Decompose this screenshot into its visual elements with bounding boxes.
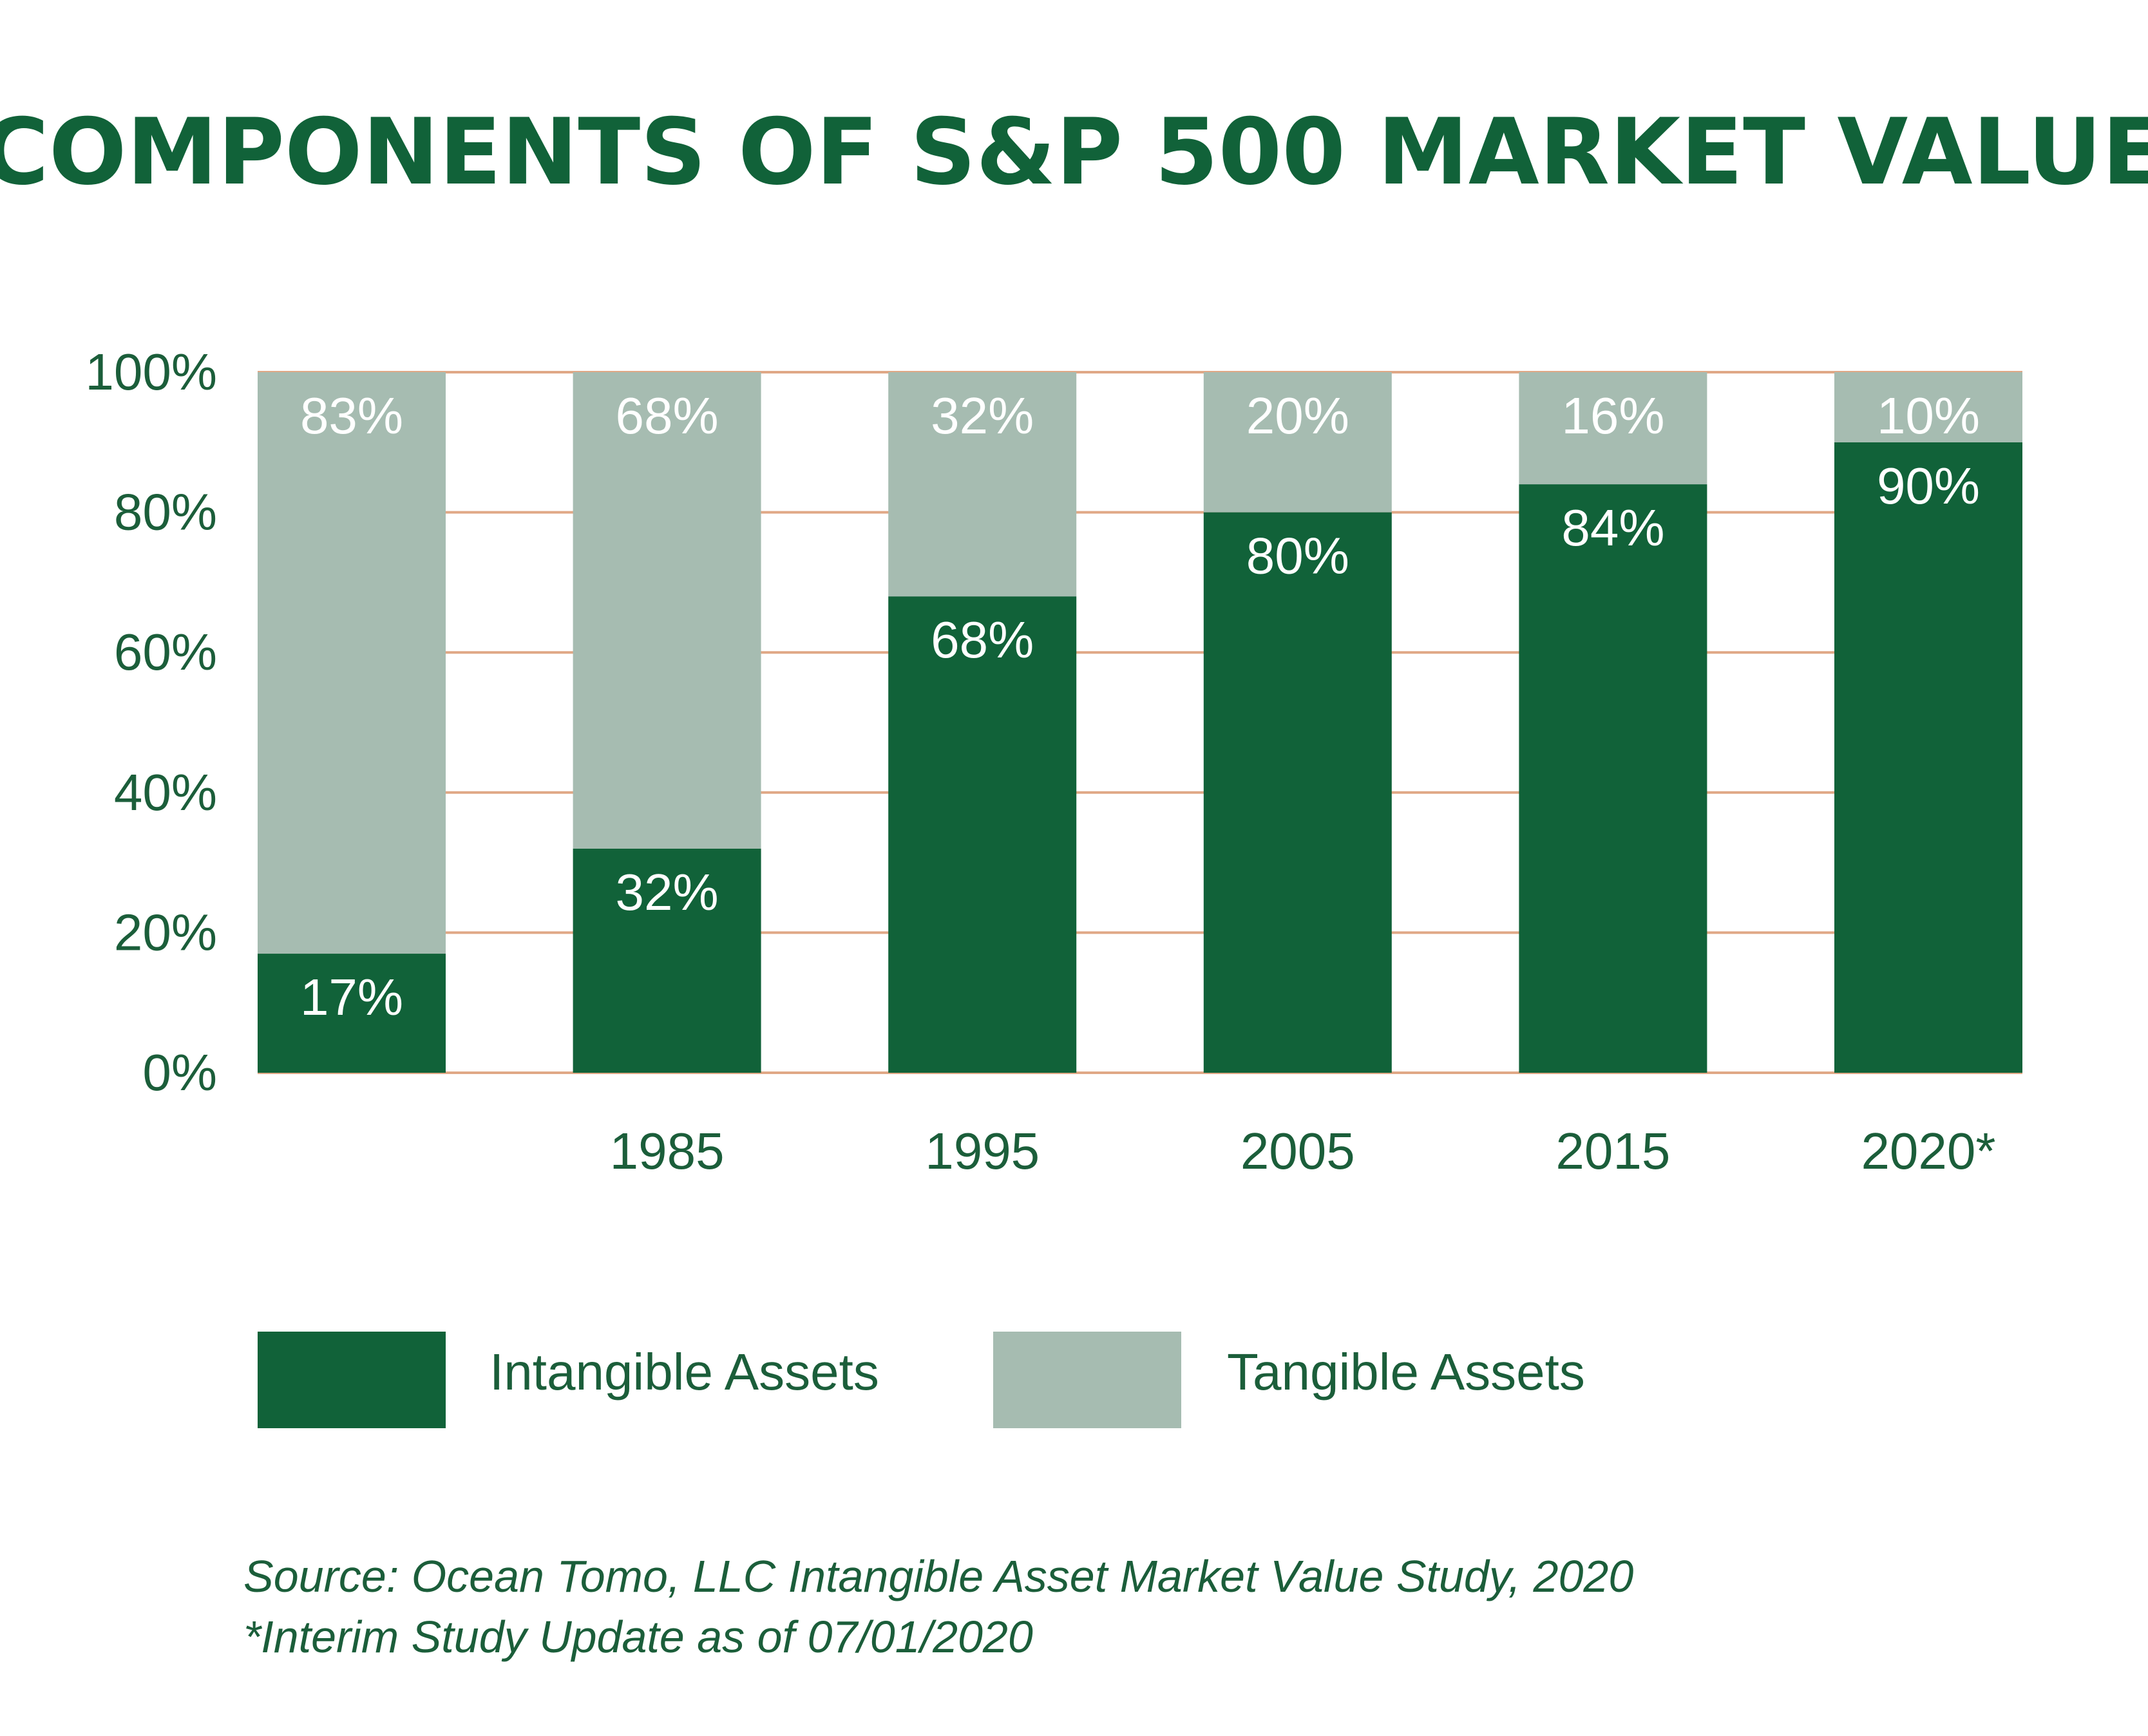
bar-tangible [1203, 372, 1392, 513]
bar-data-labels: 83% 17% 68% 32% 32% 68% 20% 80% 16% 84% 10% 90% [300, 387, 1980, 1026]
x-axis-tick-labels: 1985 1995 2005 2015 2020* [610, 1122, 1996, 1180]
x-tick-label: 2020* [1861, 1122, 1995, 1180]
interim-note: *Interim Study Update as of 07/01/2020 [243, 1612, 1033, 1662]
legend-swatch-tangible [993, 1332, 1181, 1428]
y-tick-label: 20% [114, 903, 217, 961]
bar-label-tangible: 20% [1246, 387, 1349, 444]
bar-layer [258, 372, 2022, 1073]
footer: Source: Ocean Tomo, LLC Intangible Asset… [243, 1551, 1633, 1662]
y-tick-label: 40% [114, 764, 217, 821]
legend-label-intangible: Intangible Assets [489, 1343, 879, 1401]
source-note: Source: Ocean Tomo, LLC Intangible Asset… [243, 1551, 1633, 1601]
bar-tangible [1834, 372, 2022, 442]
grid-layer [258, 371, 2022, 1074]
x-tick-label: 2005 [1240, 1122, 1355, 1180]
chart-title: COMPONENTS OF S&P 500 MARKET VALUE [0, 99, 2148, 205]
bar-tangible [573, 372, 761, 849]
legend-swatch-intangible [258, 1332, 446, 1428]
bar-tangible [888, 372, 1077, 597]
bar-intangible [258, 954, 446, 1073]
bar-label-tangible: 10% [1877, 387, 1980, 444]
x-tick-label: 1995 [925, 1122, 1040, 1180]
y-tick-label: 100% [85, 343, 217, 401]
bar-intangible [573, 848, 761, 1073]
x-tick-label: 2015 [1555, 1122, 1670, 1180]
y-tick-label: 60% [114, 623, 217, 681]
x-tick-label: 1985 [610, 1122, 725, 1180]
bar-label-intangible: 80% [1246, 527, 1349, 585]
bar-intangible [1834, 442, 2022, 1073]
legend: Intangible Assets Tangible Assets [258, 1332, 1585, 1428]
bar-label-tangible: 16% [1561, 387, 1664, 444]
bar-intangible [1203, 512, 1392, 1073]
bar-tangible [1519, 372, 1707, 485]
bar-label-intangible: 90% [1877, 457, 1980, 514]
bar-label-tangible: 68% [616, 387, 719, 444]
bar-intangible [888, 596, 1077, 1073]
legend-label-tangible: Tangible Assets [1227, 1343, 1585, 1401]
y-tick-label: 0% [142, 1044, 217, 1101]
bar-tangible [258, 372, 446, 954]
bar-label-intangible: 32% [616, 863, 719, 921]
y-axis-tick-labels: 0% 20% 40% 60% 80% 100% [85, 343, 217, 1101]
bar-label-intangible: 84% [1561, 499, 1664, 556]
bar-intangible [1519, 484, 1707, 1073]
bar-label-tangible: 83% [300, 387, 403, 444]
bar-label-tangible: 32% [931, 387, 1034, 444]
y-tick-label: 80% [114, 484, 217, 541]
bar-label-intangible: 68% [931, 611, 1034, 668]
bar-label-intangible: 17% [300, 968, 403, 1026]
